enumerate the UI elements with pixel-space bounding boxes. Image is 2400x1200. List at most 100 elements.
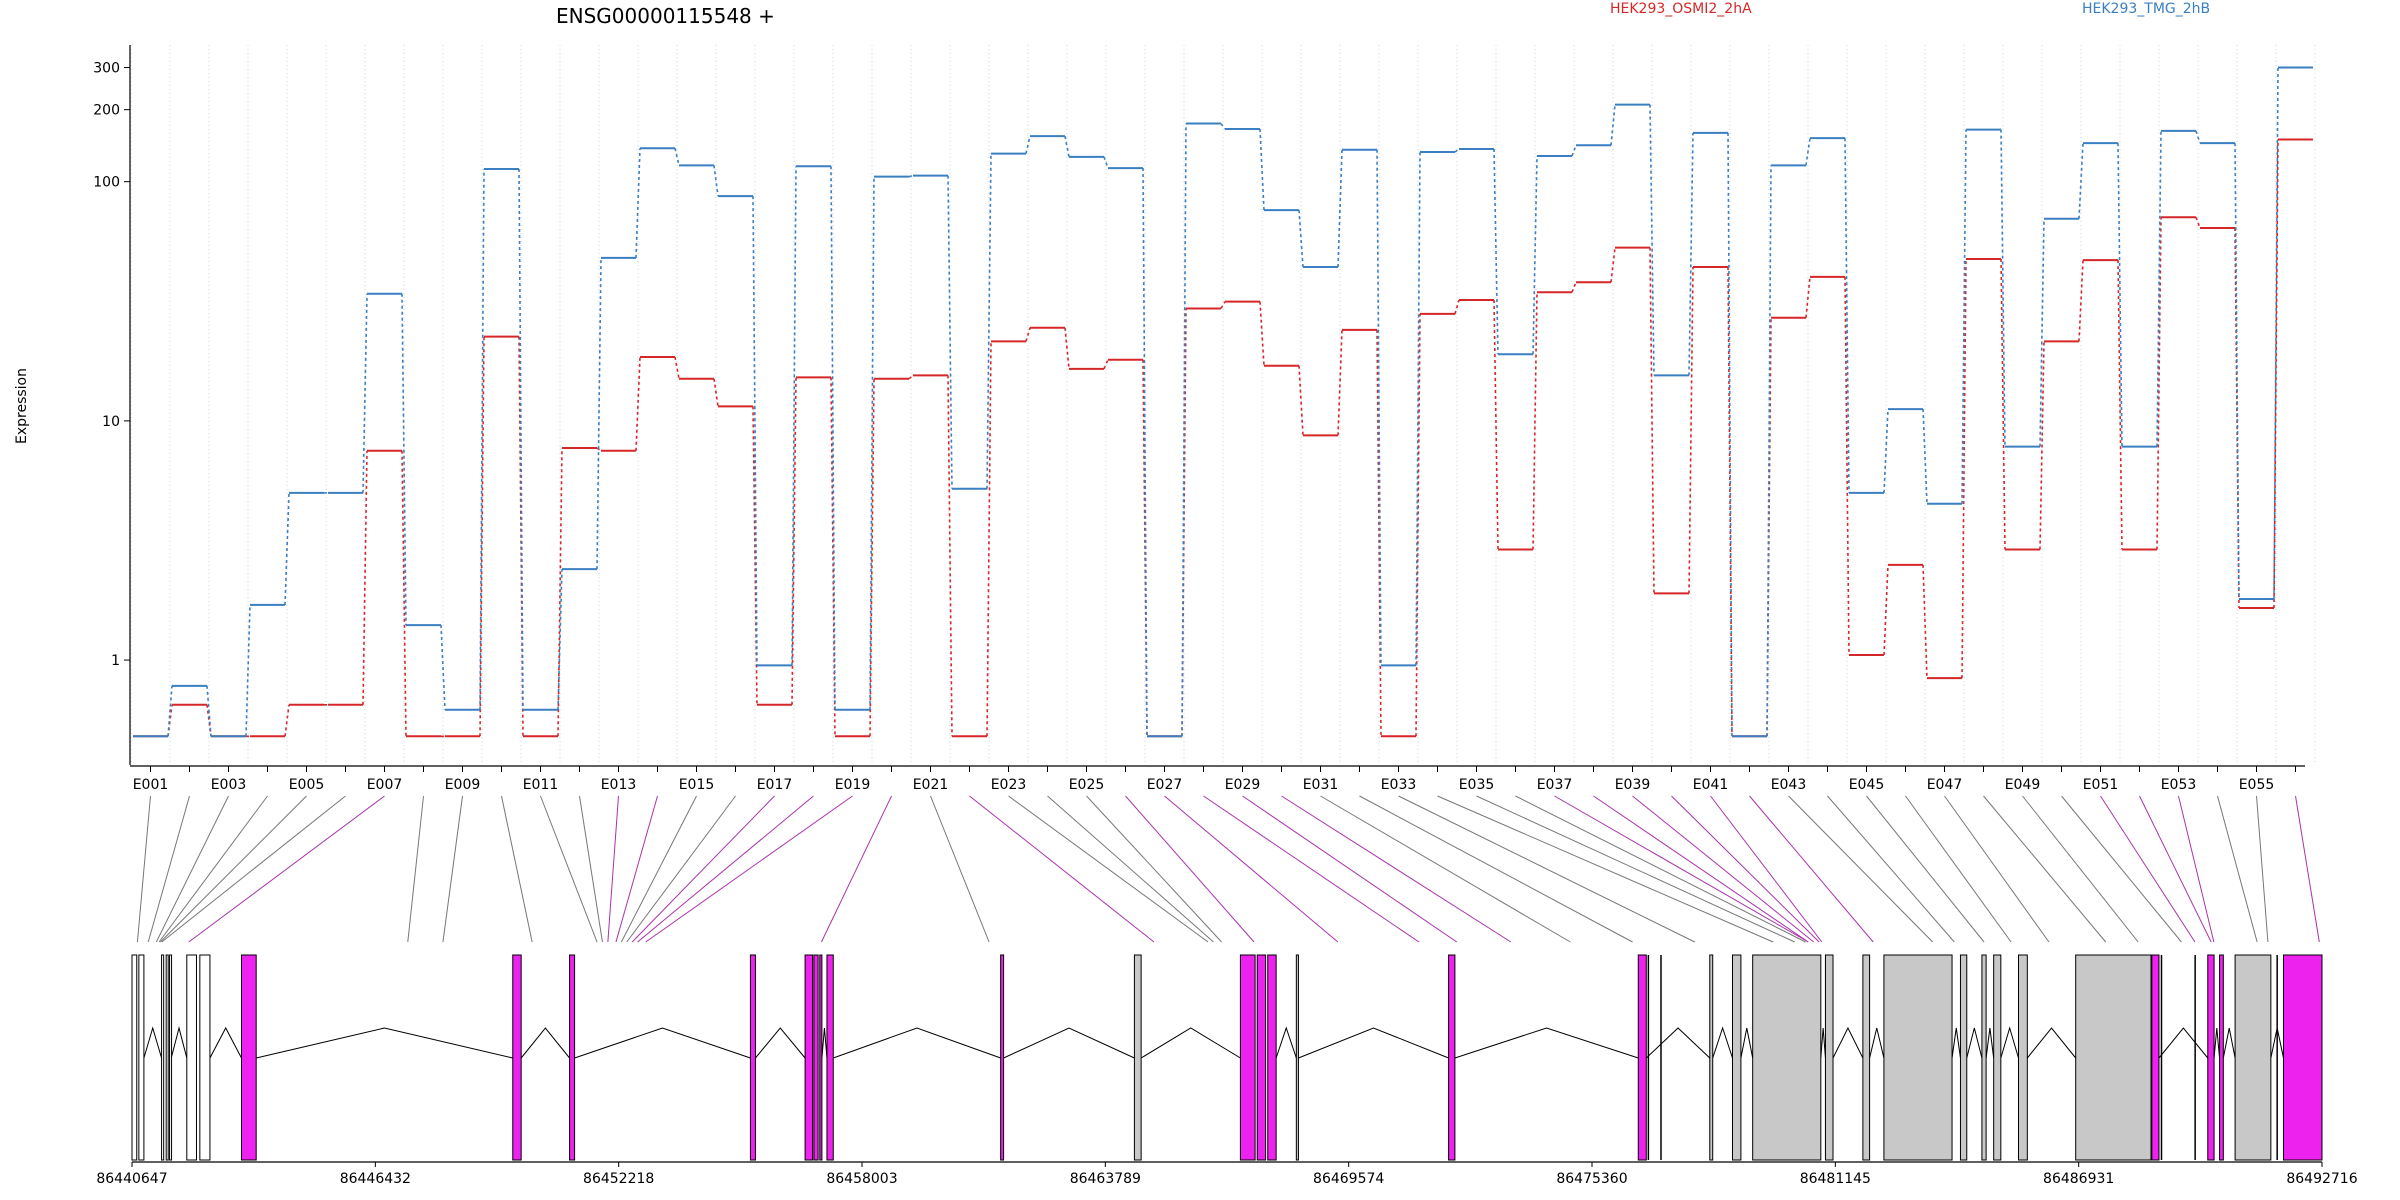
connector-E032 bbox=[1359, 795, 1633, 943]
exon-label: E035 bbox=[1459, 777, 1495, 793]
exon-box bbox=[1883, 954, 1953, 1161]
exon-box bbox=[2234, 954, 2272, 1161]
genomic-tick-label: 86446432 bbox=[340, 1171, 411, 1187]
intron bbox=[833, 1027, 1001, 1059]
exon-box bbox=[1133, 954, 1142, 1161]
exon-label: E005 bbox=[289, 777, 325, 793]
exon-box bbox=[186, 954, 197, 1161]
exon-label: E045 bbox=[1849, 777, 1885, 793]
exon-box bbox=[512, 954, 522, 1161]
exon-label: E029 bbox=[1225, 777, 1261, 793]
connector-E025 bbox=[1086, 795, 1222, 943]
intron bbox=[1820, 1027, 1826, 1059]
exon-label: E011 bbox=[523, 777, 559, 793]
intron bbox=[1645, 1027, 1711, 1059]
connector-E045 bbox=[1866, 795, 1985, 943]
connector-E022 bbox=[969, 795, 1155, 943]
connector-E021 bbox=[930, 795, 990, 943]
intron bbox=[520, 1027, 570, 1059]
genomic-axis: 86440647 86446432 86452218 86458003 86463789… bbox=[96, 1161, 2358, 1187]
intron bbox=[1003, 1027, 1135, 1059]
exon-box bbox=[1000, 954, 1005, 1161]
exon-box bbox=[1731, 954, 1742, 1161]
exon-box bbox=[240, 954, 257, 1161]
connector-E038 bbox=[1593, 795, 1809, 943]
connector-E016 bbox=[626, 795, 736, 943]
connector-E029 bbox=[1242, 795, 1458, 943]
exon-box bbox=[1239, 954, 1256, 1161]
exon-box bbox=[1981, 954, 1987, 1161]
exon-box bbox=[569, 954, 576, 1161]
y-tick-label: 1 bbox=[111, 653, 120, 669]
connector-E056 bbox=[2295, 795, 2320, 943]
intron bbox=[1712, 1026, 1733, 1059]
exon-box bbox=[813, 954, 819, 1161]
genomic-tick-label: 86481145 bbox=[1800, 1171, 1871, 1187]
exon-box bbox=[1267, 954, 1277, 1161]
exon-label: E003 bbox=[211, 777, 247, 793]
intron bbox=[1951, 1027, 1961, 1059]
intron bbox=[143, 1026, 163, 1059]
exon-box bbox=[826, 954, 834, 1161]
exon-box bbox=[749, 954, 756, 1161]
y-tick-label: 100 bbox=[93, 175, 120, 191]
intron bbox=[821, 1027, 828, 1059]
connector-E037 bbox=[1554, 795, 1809, 943]
connector-E055 bbox=[2256, 795, 2269, 943]
intron bbox=[256, 1027, 513, 1059]
connector-E048 bbox=[1983, 795, 2107, 943]
intron bbox=[2158, 1027, 2209, 1059]
exon-label: E033 bbox=[1381, 777, 1417, 793]
exon-box bbox=[1959, 954, 1968, 1161]
connector-E046 bbox=[1905, 795, 2012, 943]
exon-box bbox=[2219, 954, 2224, 1161]
connector-E015 bbox=[620, 795, 697, 943]
genomic-tick-label: 86440647 bbox=[96, 1171, 167, 1187]
connector-E007 bbox=[188, 795, 385, 943]
exon-label: E015 bbox=[679, 777, 715, 793]
genomic-tick-label: 86463789 bbox=[1070, 1171, 1141, 1187]
exon-connectors bbox=[136, 795, 2320, 943]
connector-E003 bbox=[155, 795, 229, 943]
exon-box bbox=[1993, 954, 2002, 1161]
series-connector-0 bbox=[167, 139, 2279, 738]
exon-label: E021 bbox=[913, 777, 949, 793]
legend-tmg-label: HEK293_TMG_2hB bbox=[2082, 1, 2210, 17]
connector-E013 bbox=[607, 795, 619, 943]
genomic-tick-label: 86469574 bbox=[1313, 1171, 1384, 1187]
exon-label: E009 bbox=[445, 777, 481, 793]
connector-E018 bbox=[637, 795, 814, 943]
exon-label: E031 bbox=[1303, 777, 1339, 793]
genomic-tick-label: 86486931 bbox=[2043, 1171, 2114, 1187]
intron bbox=[1966, 1027, 1983, 1059]
connector-E002 bbox=[147, 795, 190, 943]
connector-E030 bbox=[1281, 795, 1512, 943]
exon-label: E047 bbox=[1927, 777, 1963, 793]
intron bbox=[209, 1026, 242, 1059]
connector-E035 bbox=[1476, 795, 1795, 943]
connector-E039 bbox=[1632, 795, 1815, 943]
axes: 1 10 100 200 300 bbox=[93, 45, 131, 765]
exon-label: E017 bbox=[757, 777, 793, 793]
intron bbox=[1869, 1027, 1885, 1059]
intron bbox=[574, 1027, 751, 1059]
exon-box bbox=[2282, 954, 2323, 1161]
exon-label: E027 bbox=[1147, 777, 1183, 793]
exon-label: E049 bbox=[2005, 777, 2041, 793]
exon-box bbox=[1256, 954, 1267, 1161]
connector-E036 bbox=[1515, 795, 1806, 943]
connector-E047 bbox=[1944, 795, 2050, 943]
exon-label: E007 bbox=[367, 777, 403, 793]
exon-box bbox=[2075, 954, 2152, 1161]
connector-E006 bbox=[161, 795, 346, 943]
exon-box bbox=[2151, 954, 2160, 1161]
connector-E020 bbox=[820, 795, 892, 943]
connector-E005 bbox=[160, 795, 307, 943]
exon-box bbox=[2017, 954, 2028, 1161]
exon-box bbox=[138, 954, 145, 1161]
y-tick-label: 300 bbox=[93, 61, 120, 77]
connector-E043 bbox=[1788, 795, 1934, 943]
connector-E014 bbox=[615, 795, 658, 943]
exon-box bbox=[1637, 954, 1647, 1161]
